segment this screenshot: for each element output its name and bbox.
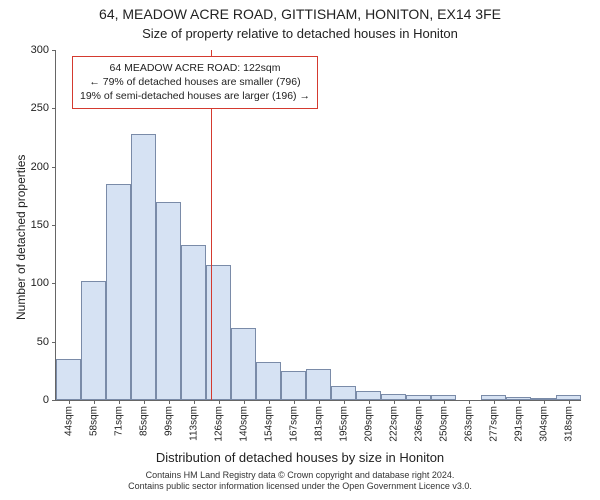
callout-box: 64 MEADOW ACRE ROAD: 122sqm← 79% of deta… [72, 56, 318, 109]
x-tick [194, 400, 195, 404]
x-tick-label: 167sqm [288, 406, 299, 442]
histogram-bar [331, 386, 356, 400]
x-tick [519, 400, 520, 404]
y-tick [52, 225, 56, 226]
y-tick-label: 250 [31, 102, 49, 114]
x-tick [169, 400, 170, 404]
property-size-chart: 64, MEADOW ACRE ROAD, GITTISHAM, HONITON… [0, 0, 600, 500]
callout-line-3: 19% of semi-detached houses are larger (… [80, 89, 310, 103]
y-tick [52, 108, 56, 109]
x-tick-label: 209sqm [363, 406, 374, 442]
x-tick [144, 400, 145, 404]
y-tick-label: 0 [43, 394, 49, 406]
x-tick-label: 58sqm [88, 406, 99, 436]
x-tick-label: 71sqm [113, 406, 124, 436]
footer-line-1: Contains HM Land Registry data © Crown c… [0, 470, 600, 481]
callout-line-1: 64 MEADOW ACRE ROAD: 122sqm [80, 61, 310, 75]
x-tick [394, 400, 395, 404]
y-tick-label: 200 [31, 161, 49, 173]
chart-title-address: 64, MEADOW ACRE ROAD, GITTISHAM, HONITON… [0, 6, 600, 22]
x-tick [469, 400, 470, 404]
x-tick [344, 400, 345, 404]
x-tick-label: 140sqm [238, 406, 249, 442]
x-tick-label: 250sqm [438, 406, 449, 442]
histogram-bar [106, 184, 131, 400]
y-axis-label-wrap: Number of detached properties [14, 0, 28, 500]
x-tick-label: 304sqm [538, 406, 549, 442]
x-tick-label: 126sqm [213, 406, 224, 442]
y-tick [52, 400, 56, 401]
x-tick-label: 113sqm [188, 406, 199, 441]
x-tick-label: 291sqm [513, 406, 524, 442]
x-tick [269, 400, 270, 404]
histogram-bar [231, 328, 256, 400]
plot-area: 05010015020025030044sqm58sqm71sqm85sqm99… [55, 50, 581, 401]
y-tick-label: 300 [31, 44, 49, 56]
x-tick [119, 400, 120, 404]
histogram-bar [56, 359, 81, 400]
footer-line-2: Contains public sector information licen… [0, 481, 600, 492]
histogram-bar [206, 265, 231, 400]
y-tick [52, 50, 56, 51]
x-tick [69, 400, 70, 404]
x-tick-label: 222sqm [388, 406, 399, 442]
x-tick [544, 400, 545, 404]
x-tick [369, 400, 370, 404]
histogram-bar [356, 391, 381, 400]
y-tick [52, 283, 56, 284]
y-tick-label: 150 [31, 219, 49, 231]
histogram-bar [306, 369, 331, 401]
x-tick [569, 400, 570, 404]
chart-subtitle: Size of property relative to detached ho… [0, 26, 600, 41]
x-tick-label: 44sqm [63, 406, 74, 436]
x-tick [494, 400, 495, 404]
x-tick-label: 99sqm [163, 406, 174, 436]
y-tick [52, 167, 56, 168]
histogram-bar [131, 134, 156, 400]
chart-footer: Contains HM Land Registry data © Crown c… [0, 470, 600, 493]
x-tick-label: 318sqm [563, 406, 574, 442]
x-tick [319, 400, 320, 404]
x-tick [219, 400, 220, 404]
x-tick [419, 400, 420, 404]
x-tick-label: 236sqm [413, 406, 424, 442]
x-tick-label: 195sqm [338, 406, 349, 442]
histogram-bar [181, 245, 206, 400]
x-tick-label: 154sqm [263, 406, 274, 442]
histogram-bar [156, 202, 181, 400]
x-tick-label: 85sqm [138, 406, 149, 436]
x-axis-label: Distribution of detached houses by size … [0, 450, 600, 465]
x-tick [94, 400, 95, 404]
y-tick [52, 342, 56, 343]
x-tick-label: 181sqm [313, 406, 324, 442]
y-tick-label: 50 [37, 336, 49, 348]
y-tick-label: 100 [31, 277, 49, 289]
x-tick [444, 400, 445, 404]
x-tick-label: 263sqm [463, 406, 474, 442]
histogram-bar [81, 281, 106, 400]
x-tick-label: 277sqm [488, 406, 499, 442]
y-axis-label: Number of detached properties [14, 155, 28, 320]
callout-line-2: ← 79% of detached houses are smaller (79… [80, 75, 310, 89]
x-tick [244, 400, 245, 404]
histogram-bar [281, 371, 306, 400]
x-tick [294, 400, 295, 404]
histogram-bar [256, 362, 281, 401]
